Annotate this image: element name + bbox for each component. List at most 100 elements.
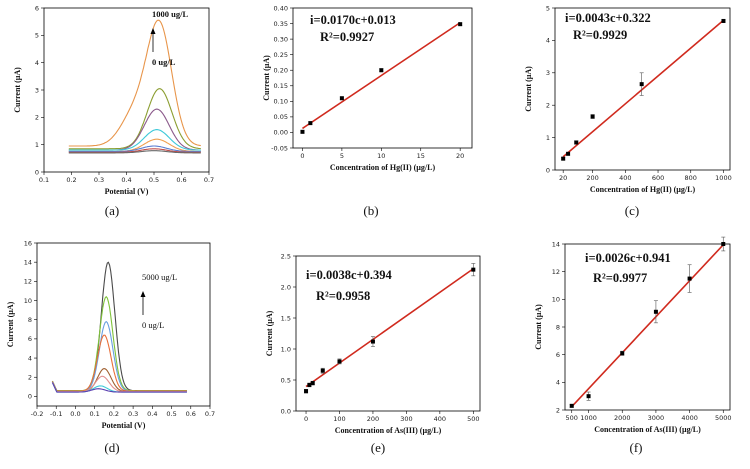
- data-point: [370, 339, 375, 344]
- x-tick-label: 1000: [580, 414, 597, 422]
- panel-label: (f): [630, 440, 643, 455]
- data-point: [574, 140, 579, 145]
- voltammogram-curve-3: [68, 108, 201, 151]
- y-tick-label: 2: [546, 102, 550, 110]
- y-tick-label: 4: [35, 59, 39, 67]
- y-tick-label: 0.30: [274, 35, 288, 43]
- x-tick-label: 3000: [648, 414, 665, 422]
- y-tick-label: 14: [24, 258, 32, 266]
- x-tick-label: 1000: [715, 174, 732, 182]
- panel-label: (a): [105, 203, 119, 218]
- voltammogram-curve-8: [51, 382, 187, 393]
- voltammogram-curve-2: [68, 88, 201, 150]
- plot-frame: [554, 7, 731, 171]
- data-point: [300, 129, 305, 134]
- x-tick-label: 800: [685, 174, 697, 182]
- voltammogram-curve-2: [51, 295, 187, 392]
- x-axis-label: Concentration of Hg(II) (µg/L): [590, 185, 696, 194]
- x-tick-label: 0: [300, 152, 304, 160]
- chart-panel-b: 0 5 10 15 20 -0.05 0.00 0.05 0.10 0.15 0.20 0.25 0.3…: [262, 4, 473, 218]
- y-tick-label: 2.5: [281, 252, 291, 260]
- x-tick-label: 500: [467, 415, 479, 423]
- data-point: [307, 382, 312, 387]
- voltammogram-curve-4: [68, 129, 201, 151]
- y-tick-label: 10: [552, 296, 560, 304]
- y-tick-label: 6: [28, 335, 32, 343]
- y-tick-label: 0.35: [274, 20, 288, 28]
- chart-panel-d: -0.2 -0.1 0.0 0.1 0.2 0.3 0.4 0.5 0.6 0.7 0 2 4 6 8 10 1…: [6, 239, 215, 455]
- fit-line: [571, 244, 724, 408]
- panel-label: (d): [104, 440, 119, 455]
- x-tick-label: 0.4: [121, 176, 131, 184]
- annotation-low: 0 ug/L: [152, 57, 176, 67]
- x-axis-label: Concentration of Hg(II) (µg/L): [330, 163, 436, 172]
- x-tick-label: 0.7: [204, 176, 214, 184]
- arrow-head-icon: [150, 28, 156, 34]
- data-point: [687, 276, 692, 281]
- data-point: [458, 22, 463, 27]
- x-tick-label: 500: [566, 414, 578, 422]
- x-tick-label: 0.1: [39, 176, 49, 184]
- x-tick-label: 10: [377, 152, 385, 160]
- x-tick-label: 2000: [614, 414, 631, 422]
- data-point: [721, 242, 726, 246]
- data-point: [561, 156, 566, 161]
- x-tick-label: 400: [619, 174, 631, 182]
- plot-frame: [295, 255, 481, 412]
- x-tick-label: 0.4: [147, 410, 157, 418]
- y-tick-label: 0.00: [274, 129, 288, 137]
- y-tick-label: 0.15: [274, 82, 288, 90]
- arrow-head-icon: [140, 291, 146, 297]
- x-tick-label: -0.1: [50, 410, 63, 418]
- x-tick-label: 0.2: [66, 176, 76, 184]
- data-point: [569, 403, 574, 408]
- y-tick-label: 1.5: [281, 314, 291, 322]
- panel-label: (e): [371, 440, 385, 455]
- x-tick-label: 0.6: [186, 410, 196, 418]
- y-tick-label: 1.0: [281, 345, 291, 353]
- fit-equation: i=0.0026c+0.941: [585, 251, 671, 265]
- fit-equation: i=0.0170c+0.013: [310, 13, 396, 27]
- voltammogram-curve-6: [68, 145, 201, 153]
- chart-panel-e: 0 100 200 300 400 500 0.0 0.5 1.0 1.5 2.0 2.5 Concen…: [265, 252, 481, 455]
- x-tick-label: 0.6: [176, 176, 186, 184]
- y-axis-label: Current (µA): [6, 301, 15, 347]
- y-tick-label: 0.20: [274, 67, 288, 75]
- y-tick-label: 4: [28, 354, 32, 362]
- data-point: [721, 18, 726, 23]
- x-tick-label: 0.2: [109, 410, 119, 418]
- panel-label: (c): [625, 203, 639, 218]
- r-squared-label: R²=0.9958: [316, 289, 370, 303]
- data-point: [379, 68, 384, 73]
- y-axis-label: Current (µA): [534, 304, 543, 350]
- voltammogram-curve-8: [68, 150, 201, 154]
- data-point: [639, 82, 644, 87]
- x-tick-label: 400: [434, 415, 446, 423]
- x-axis-label: Potential (V): [105, 187, 149, 196]
- y-tick-label: 0: [28, 393, 32, 401]
- voltammogram-curve-1: [68, 19, 201, 147]
- data-point: [308, 121, 313, 126]
- fit-line: [562, 19, 724, 158]
- y-tick-label: 0.25: [274, 51, 288, 59]
- plot-frame: [36, 242, 211, 407]
- x-axis-label: Concentration of As(III) (µg/L): [594, 425, 701, 434]
- data-point: [320, 368, 325, 373]
- y-tick-label: 0.40: [274, 4, 288, 12]
- x-tick-label: 600: [652, 174, 664, 182]
- x-tick-label: 300: [400, 415, 412, 423]
- chart-panel-a: 0.1 0.2 0.3 0.4 0.5 0.6 0.7 0 1 2 3 4 5 6 Potential (V…: [13, 4, 214, 218]
- y-tick-label: 16: [24, 239, 32, 247]
- data-point: [653, 309, 658, 314]
- x-tick-label: 200: [586, 174, 598, 182]
- x-tick-label: 4000: [681, 414, 698, 422]
- data-point: [339, 96, 344, 101]
- y-tick-label: 3: [35, 86, 39, 94]
- data-point: [337, 359, 342, 364]
- y-tick-label: 0: [546, 166, 550, 174]
- x-tick-label: 100: [333, 415, 345, 423]
- x-tick-label: 0.5: [166, 410, 176, 418]
- x-tick-label: 0.3: [128, 410, 138, 418]
- annotation-high: 1000 ug/L: [152, 9, 188, 19]
- y-tick-label: 1: [35, 141, 39, 149]
